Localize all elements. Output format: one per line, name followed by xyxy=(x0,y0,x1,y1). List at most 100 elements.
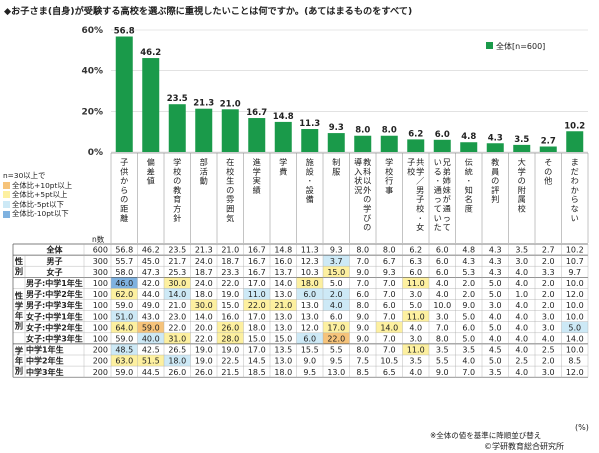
bar xyxy=(566,131,584,152)
table-cell: 26.5 xyxy=(168,346,186,355)
data-label: 6.2 xyxy=(408,129,423,139)
bar xyxy=(168,104,186,152)
table-cell: 11.3 xyxy=(301,246,319,255)
table-cell: 24.0 xyxy=(195,279,213,288)
table-cell: 6.0 xyxy=(436,257,449,266)
bar xyxy=(380,135,398,152)
data-label: 3.5 xyxy=(514,135,529,145)
table-cell: 6.5 xyxy=(383,368,396,377)
bar xyxy=(221,109,239,152)
cell-highlight xyxy=(243,299,270,311)
cell-highlight xyxy=(111,355,138,367)
table-cell: 10.0 xyxy=(433,301,451,310)
cell-highlight xyxy=(296,332,323,344)
table-cell: 7.0 xyxy=(383,346,396,355)
table-cell: 4.0 xyxy=(515,346,528,355)
category-label: 子供からの距離 xyxy=(120,157,128,223)
bar xyxy=(539,146,557,152)
table-cell: 9.7 xyxy=(568,268,581,277)
table-cell: 16.0 xyxy=(221,312,239,321)
table-cell: 7.0 xyxy=(436,323,449,332)
table-cell: 3.5 xyxy=(409,357,422,366)
table-cell: 6.0 xyxy=(436,246,449,255)
table-cell: 58.0 xyxy=(115,268,133,277)
cell-highlight xyxy=(376,321,403,333)
table-cell: 10.0 xyxy=(566,279,584,288)
table-cell: 23.3 xyxy=(221,268,239,277)
cell-highlight xyxy=(402,277,429,289)
row-n: 300 xyxy=(93,257,108,266)
table-cell: 43.0 xyxy=(142,312,160,321)
table-cell: 9.0 xyxy=(356,268,369,277)
table-cell: 10.3 xyxy=(301,268,319,277)
table-cell: 59.0 xyxy=(115,301,133,310)
cell-highlight xyxy=(243,288,270,300)
unit-label: (%) xyxy=(575,423,589,432)
table-cell: 9.0 xyxy=(356,312,369,321)
bar xyxy=(486,143,504,152)
row-label: 男子:中学1年生 xyxy=(26,278,83,288)
table-cell: 8.0 xyxy=(436,334,449,343)
category-label: 学校の教育方針 xyxy=(173,157,181,223)
table-cell: 9.5 xyxy=(330,357,343,366)
table-cell: 9.3 xyxy=(330,246,343,255)
table-cell: 15.0 xyxy=(274,334,292,343)
table-cell: 4.0 xyxy=(409,323,422,332)
highlight-legend-item: 全体比-10pt以下 xyxy=(3,209,104,219)
table-cell: 23.0 xyxy=(168,312,186,321)
table-cell: 7.0 xyxy=(383,334,396,343)
table-cell: 16.7 xyxy=(248,246,266,255)
table-cell: 10.2 xyxy=(566,246,584,255)
cell-highlight xyxy=(217,321,244,333)
bar xyxy=(274,121,292,152)
cell-highlight xyxy=(111,343,138,355)
row-n: 200 xyxy=(93,357,108,366)
table-cell: 17.0 xyxy=(248,346,266,355)
category-label: まだわからない xyxy=(571,157,579,223)
row-label: 女子:中学3年生 xyxy=(26,333,83,343)
table-cell: 10.0 xyxy=(566,312,584,321)
bar xyxy=(142,58,160,153)
table-cell: 4.5 xyxy=(489,346,502,355)
data-label: 4.8 xyxy=(461,132,476,142)
table-cell: 44.5 xyxy=(142,368,160,377)
row-n: 600 xyxy=(93,246,108,255)
row-n: 200 xyxy=(93,346,108,355)
table-cell: 8.0 xyxy=(356,246,369,255)
table-cell: 6.0 xyxy=(409,268,422,277)
row-n: 100 xyxy=(93,301,108,310)
table-cell: 13.0 xyxy=(327,368,345,377)
table-cell: 3.0 xyxy=(409,334,422,343)
cell-highlight xyxy=(323,255,350,267)
table-cell: 6.0 xyxy=(356,290,369,299)
row-n: 100 xyxy=(93,290,108,299)
data-label: 9.3 xyxy=(329,123,344,133)
data-label: 16.7 xyxy=(246,108,267,118)
group-label: 学年別 xyxy=(14,346,23,376)
cell-highlight xyxy=(164,288,191,300)
table-cell: 56.8 xyxy=(115,246,133,255)
y-tick-label: 20% xyxy=(81,107,103,117)
y-tick-label: 60% xyxy=(81,26,103,36)
bar xyxy=(513,144,531,152)
table-cell: 14.0 xyxy=(380,323,398,332)
table-cell: 18.5 xyxy=(248,368,266,377)
bar xyxy=(407,139,425,152)
y-tick-label: 40% xyxy=(81,67,103,77)
bar xyxy=(248,118,266,152)
table-cell: 6.0 xyxy=(303,334,316,343)
swatch-pos5 xyxy=(3,191,10,199)
table-cell: 3.0 xyxy=(542,312,555,321)
row-n: 300 xyxy=(93,268,108,277)
category-label: 制服 xyxy=(332,157,340,176)
table-cell: 5.5 xyxy=(436,357,449,366)
highlight-legend-heading: n=30以上で xyxy=(3,171,46,180)
table-cell: 7.0 xyxy=(462,368,475,377)
table-cell: 15.0 xyxy=(248,334,266,343)
swatch-pos10 xyxy=(3,181,10,189)
table-cell: 16.7 xyxy=(248,257,266,266)
table-cell: 6.0 xyxy=(303,290,316,299)
table-cell: 15.0 xyxy=(327,268,345,277)
table-cell: 2.0 xyxy=(542,290,555,299)
